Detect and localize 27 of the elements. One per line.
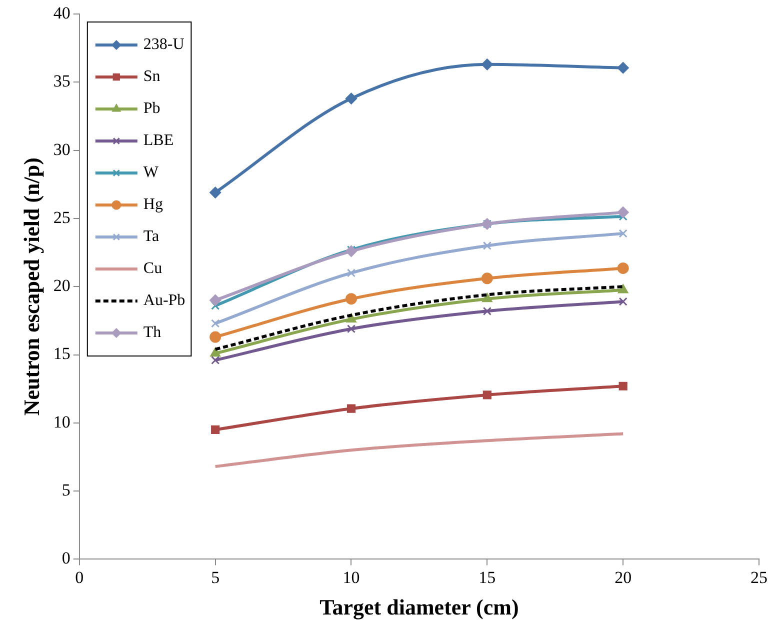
legend-label: Cu (143, 260, 162, 278)
legend-label: Ta (143, 228, 160, 246)
y-tick-label: 25 (53, 208, 70, 227)
x-tick-label: 5 (211, 568, 220, 587)
legend-label: Hg (143, 196, 163, 214)
y-tick-label: 0 (62, 548, 70, 568)
legend-label: Sn (143, 68, 160, 86)
x-tick-label: 15 (478, 568, 496, 587)
y-axis-title: Neutron escaped yield (n/p) (18, 158, 44, 416)
legend-label: 238-U (143, 36, 185, 54)
x-tick-label: 20 (614, 568, 632, 587)
x-tick-label: 10 (342, 568, 360, 587)
legend-label: Pb (143, 100, 160, 118)
x-tick-label: 0 (75, 568, 84, 587)
x-axis-title: Target diameter (cm) (320, 594, 519, 620)
y-tick-label: 30 (53, 140, 70, 159)
x-tick-label: 25 (750, 568, 768, 587)
legend-label: Au-Pb (143, 292, 186, 310)
legend-label: LBE (143, 132, 174, 150)
legend-label: W (143, 164, 160, 182)
y-tick-label: 5 (62, 480, 70, 500)
y-tick-label: 40 (53, 3, 70, 22)
y-tick-label: 15 (53, 344, 70, 364)
y-tick-label: 20 (53, 276, 70, 296)
y-tick-label: 10 (53, 412, 70, 432)
legend-label: Th (143, 324, 162, 342)
y-tick-label: 35 (53, 72, 70, 91)
